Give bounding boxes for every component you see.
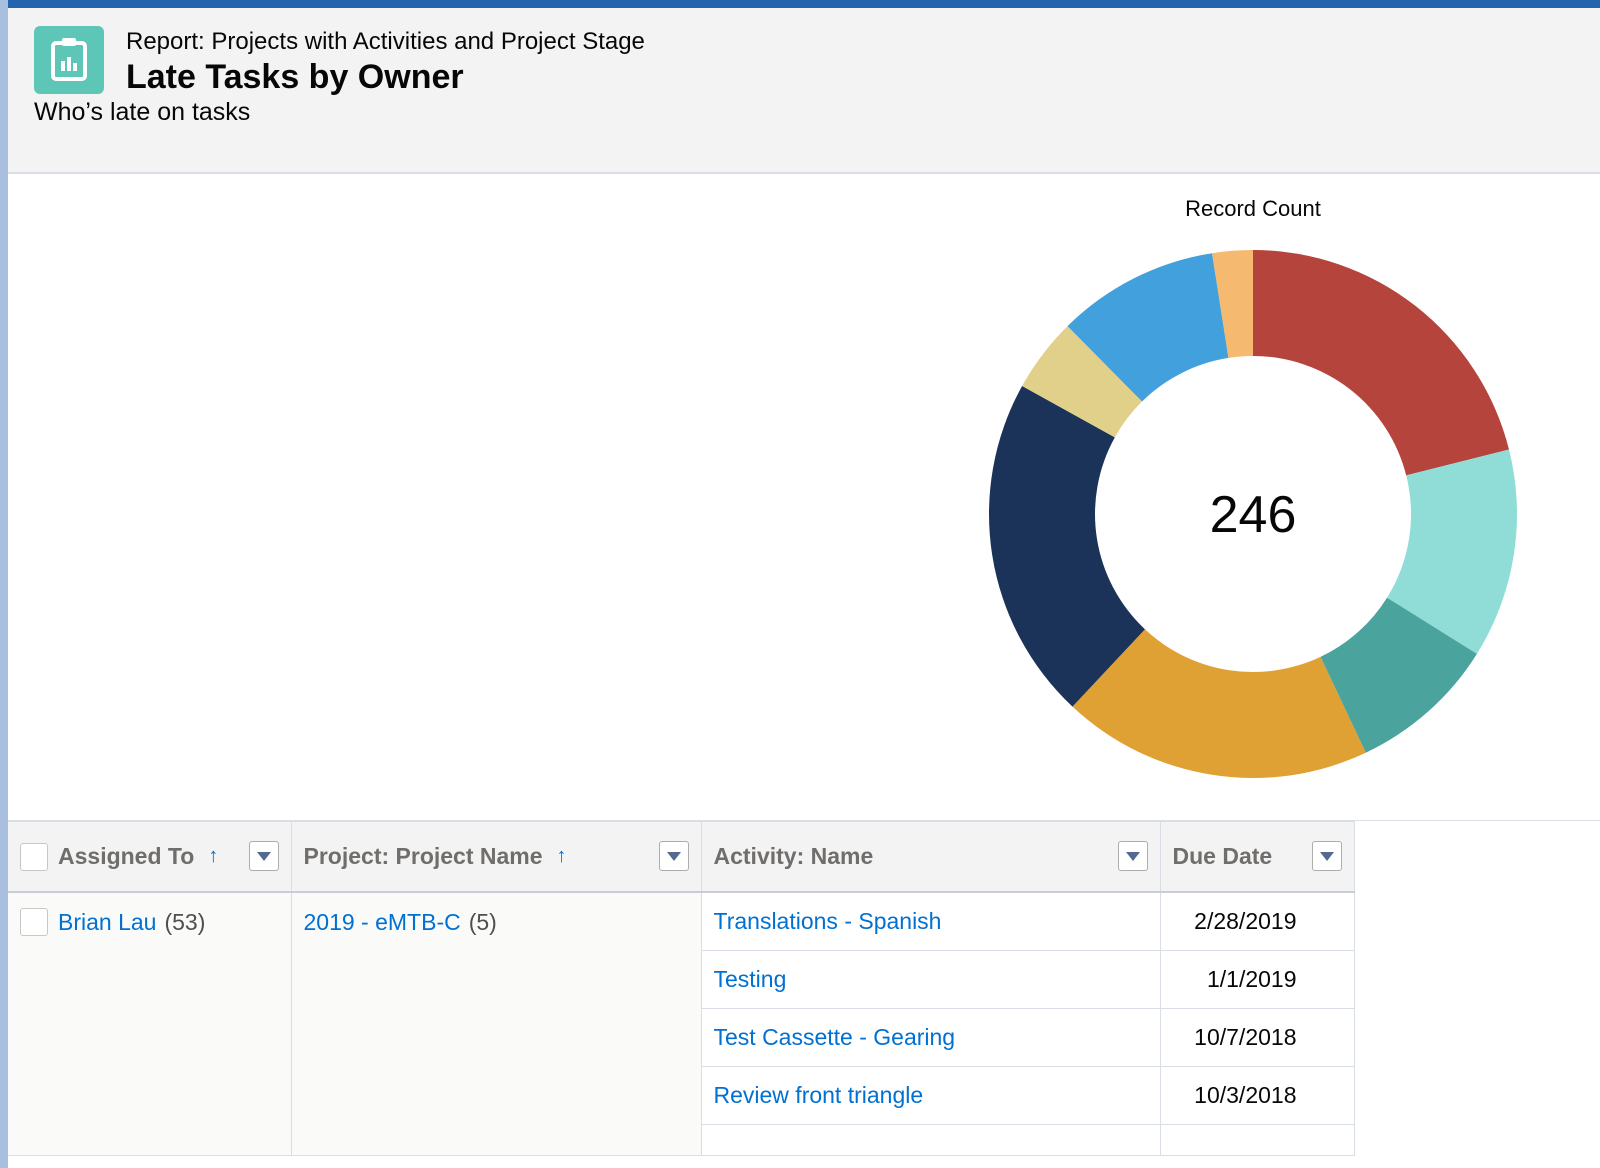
report-icon bbox=[34, 26, 104, 94]
window-top-edge bbox=[0, 0, 1600, 8]
column-menu-button[interactable] bbox=[1311, 841, 1342, 871]
due-date-cell bbox=[1160, 1124, 1355, 1156]
table-row: Testing 1/1/2019 bbox=[8, 950, 1355, 1009]
column-label: Due Date bbox=[1172, 843, 1273, 869]
activity-cell bbox=[701, 1124, 1161, 1156]
sort-ascending-icon[interactable]: ↑ bbox=[556, 845, 567, 867]
column-label: Assigned To bbox=[58, 843, 195, 869]
report-header: Report: Projects with Activities and Pro… bbox=[8, 8, 1600, 174]
report-type: Report: Projects with Activities and Pro… bbox=[126, 28, 645, 55]
donut-slice[interactable] bbox=[1072, 629, 1366, 778]
report-frame: Report: Projects with Activities and Pro… bbox=[8, 8, 1600, 1168]
page-title: Late Tasks by Owner bbox=[126, 58, 464, 96]
donut-slice[interactable] bbox=[1212, 250, 1253, 358]
table-header-row: Assigned To ↑ Project: Project Name ↑ Ac… bbox=[8, 821, 1355, 893]
column-header-activity-name[interactable]: Activity: Name bbox=[701, 821, 1161, 893]
window-left-edge bbox=[0, 0, 8, 1168]
activity-link[interactable]: Testing bbox=[713, 966, 787, 992]
donut-slice[interactable] bbox=[1387, 449, 1517, 654]
chevron-down-icon bbox=[1319, 851, 1334, 861]
chart-total: 246 bbox=[1210, 486, 1297, 544]
column-header-assigned-to[interactable]: Assigned To ↑ bbox=[8, 821, 292, 893]
activity-cell: Translations - Spanish bbox=[701, 892, 1161, 951]
column-menu-button[interactable] bbox=[248, 841, 279, 871]
table-row: Review front triangle 10/3/2018 bbox=[8, 1066, 1355, 1125]
group-cell-project: 2019 - eMTB-C (5) bbox=[291, 892, 702, 1156]
activity-link[interactable]: Review front triangle bbox=[713, 1082, 924, 1108]
column-menu-button[interactable] bbox=[658, 841, 689, 871]
chevron-down-icon bbox=[666, 851, 681, 861]
activity-link[interactable]: Translations - Spanish bbox=[713, 908, 942, 934]
donut-chart: Record Count 246 bbox=[988, 196, 1517, 778]
chart-title: Record Count bbox=[1185, 196, 1321, 221]
activity-cell: Test Cassette - Gearing bbox=[701, 1008, 1161, 1067]
due-date-cell: 10/7/2018 bbox=[1160, 1008, 1355, 1067]
select-all-checkbox[interactable] bbox=[20, 842, 48, 871]
row-checkbox[interactable] bbox=[20, 908, 48, 936]
donut-slice[interactable] bbox=[1320, 597, 1477, 753]
column-menu-button[interactable] bbox=[1117, 841, 1148, 871]
column-header-due-date[interactable]: Due Date bbox=[1160, 821, 1355, 893]
column-label: Project: Project Name bbox=[303, 843, 543, 869]
due-date-cell: 1/1/2019 bbox=[1160, 950, 1355, 1009]
group-count: (53) bbox=[164, 908, 206, 935]
donut-slice[interactable] bbox=[1253, 250, 1510, 476]
donut-slice[interactable] bbox=[1022, 326, 1143, 438]
activity-cell: Review front triangle bbox=[701, 1066, 1161, 1125]
donut-slice[interactable] bbox=[988, 385, 1145, 707]
due-date-cell: 2/28/2019 bbox=[1160, 892, 1355, 951]
table-row: Test Cassette - Gearing 10/7/2018 bbox=[8, 1008, 1355, 1067]
chart-area: Record Count 246 bbox=[8, 174, 1600, 821]
due-date-cell: 10/3/2018 bbox=[1160, 1066, 1355, 1125]
group-count: (5) bbox=[468, 908, 497, 935]
chevron-down-icon bbox=[1125, 851, 1140, 861]
column-label: Activity: Name bbox=[713, 843, 874, 869]
activity-link[interactable]: Test Cassette - Gearing bbox=[713, 1024, 956, 1050]
sort-ascending-icon[interactable]: ↑ bbox=[208, 845, 219, 867]
group-cell-assigned-to: Brian Lau (53) bbox=[8, 892, 292, 1156]
column-header-project-name[interactable]: Project: Project Name ↑ bbox=[291, 821, 702, 893]
donut-slice[interactable] bbox=[1067, 253, 1229, 402]
assigned-to-link[interactable]: Brian Lau bbox=[58, 908, 157, 935]
report-description: Who’s late on tasks bbox=[34, 98, 251, 126]
table-row-partial bbox=[8, 1124, 1355, 1156]
activity-cell: Testing bbox=[701, 950, 1161, 1009]
report-table: Assigned To ↑ Project: Project Name ↑ Ac… bbox=[8, 821, 1355, 1156]
project-link[interactable]: 2019 - eMTB-C bbox=[303, 908, 461, 935]
table-row: Brian Lau (53) 2019 - eMTB-C (5) Transla… bbox=[8, 892, 1355, 1156]
chevron-down-icon bbox=[256, 851, 271, 861]
